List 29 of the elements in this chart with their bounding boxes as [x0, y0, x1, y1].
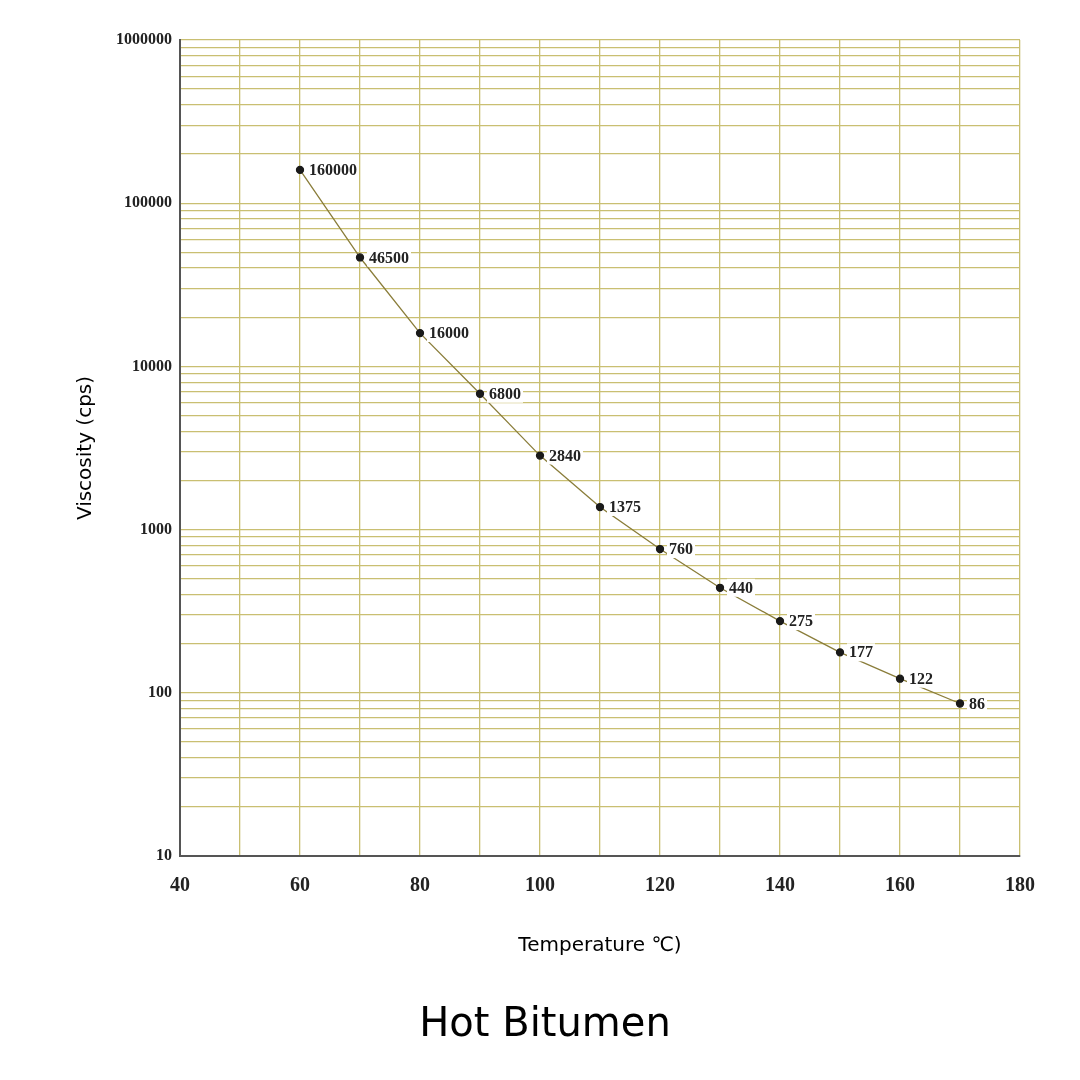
y-tick-label: 10000 — [132, 356, 172, 374]
x-tick-label: 60 — [290, 873, 310, 896]
data-label: 177 — [849, 643, 873, 661]
y-axis-title: Viscosity (cps) — [72, 375, 97, 521]
data-label: 160000 — [309, 161, 357, 179]
data-label: 122 — [909, 669, 933, 687]
data-label: 760 — [669, 540, 693, 558]
data-label: 2840 — [549, 446, 581, 464]
y-tick-label: 1000 — [140, 519, 172, 537]
y-tick-label: 1000000 — [116, 30, 172, 48]
data-label: 6800 — [489, 384, 521, 402]
data-label: 1375 — [609, 498, 641, 516]
x-tick-label: 140 — [765, 873, 795, 896]
x-tick-label: 40 — [170, 873, 190, 896]
x-tick-label: 160 — [885, 873, 915, 896]
data-label: 275 — [789, 612, 813, 630]
data-label: 46500 — [369, 248, 409, 266]
y-tick-label: 100 — [148, 682, 172, 700]
x-tick-label: 100 — [525, 873, 555, 896]
x-axis-title: Temperature ℃) — [517, 932, 682, 957]
x-tick-label: 80 — [410, 873, 430, 896]
data-label: 440 — [729, 578, 753, 596]
y-tick-label: 100000 — [124, 193, 172, 211]
x-tick-label: 180 — [1005, 873, 1035, 896]
y-tick-label: 10 — [156, 846, 172, 864]
text: Hot Bitumen — [419, 999, 671, 1046]
x-tick-label: 120 — [645, 873, 675, 896]
data-label: 86 — [969, 694, 985, 712]
data-label: 16000 — [429, 324, 469, 342]
